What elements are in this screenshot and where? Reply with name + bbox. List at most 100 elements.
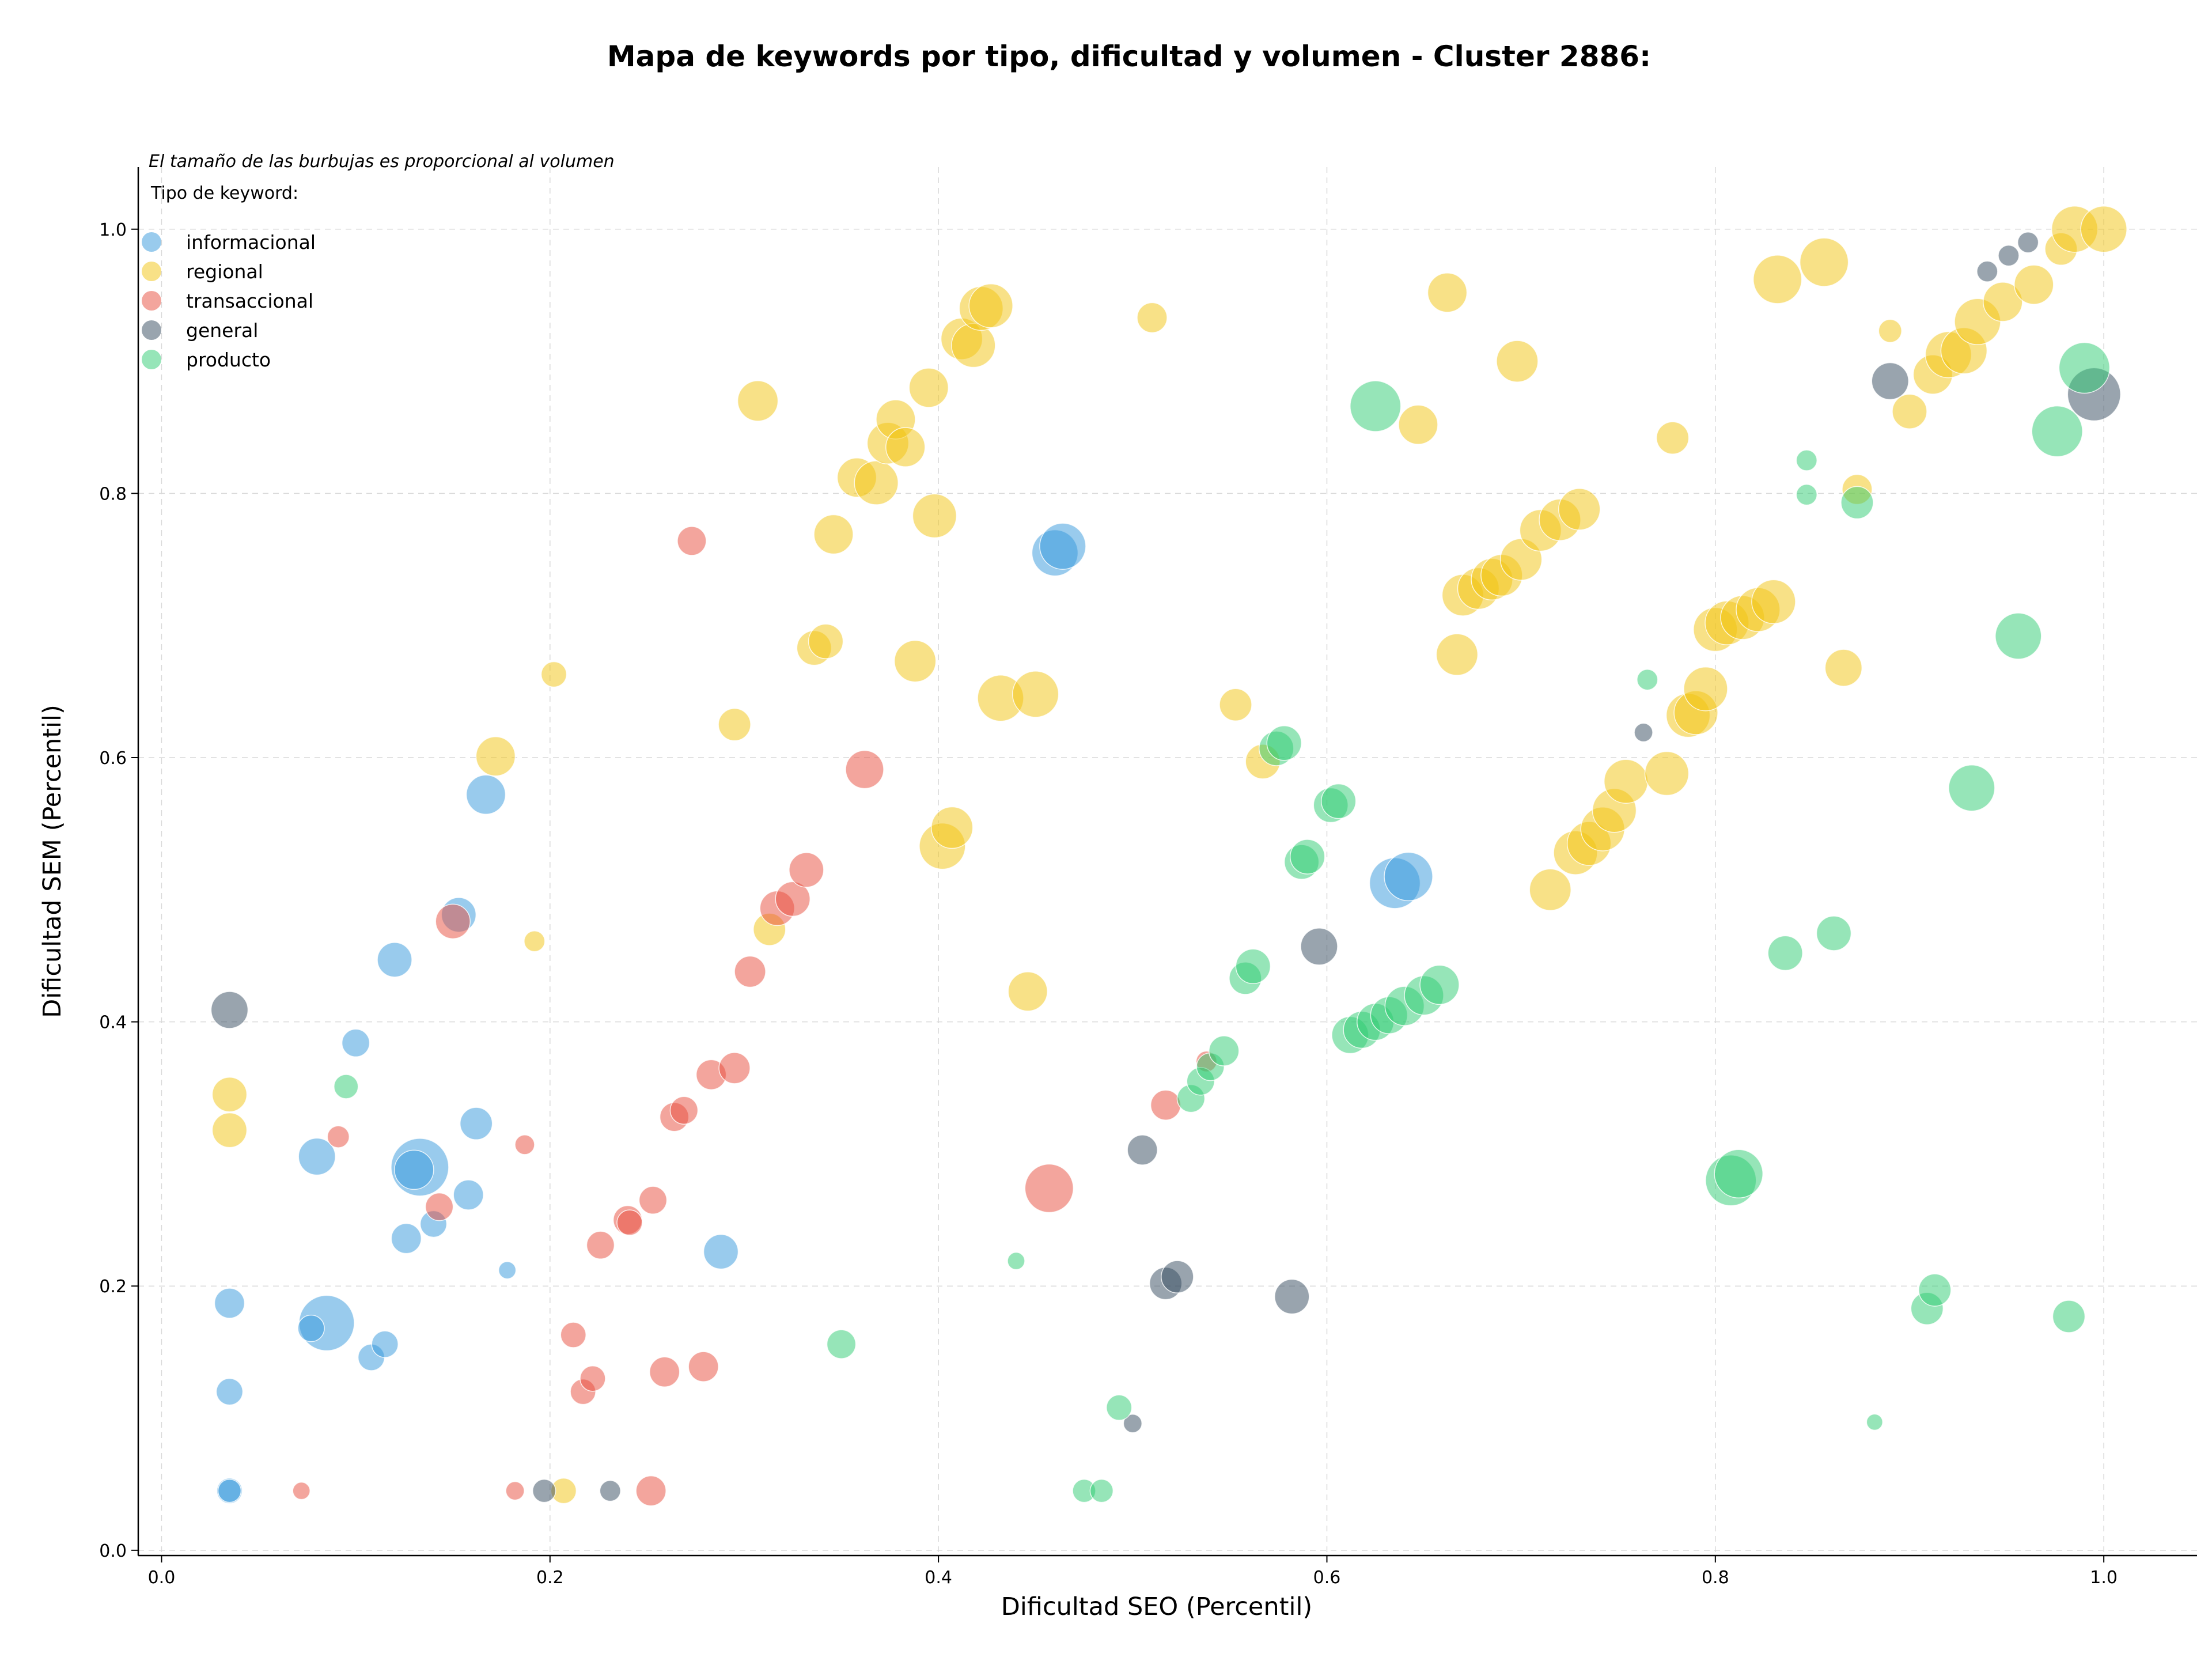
bubble-regional-18 — [912, 493, 957, 539]
bubble-regional-28 — [1007, 971, 1048, 1012]
bubble-producto-30 — [1796, 449, 1818, 471]
bubble-regional-50 — [1644, 751, 1690, 796]
bubble-general-10 — [1871, 362, 1910, 400]
bubble-general-13 — [2017, 231, 2039, 253]
bubble-producto-26 — [1637, 668, 1658, 691]
series-informacional — [214, 523, 1433, 1504]
y-axis-title: Dificultad SEM (Percentil) — [38, 705, 67, 1018]
bubble-transaccional-25 — [845, 750, 884, 789]
x-tick-label-3: 0.6 — [1313, 1568, 1341, 1588]
x-tick-label-4: 0.8 — [1702, 1568, 1729, 1588]
bubble-regional-19 — [893, 640, 937, 683]
bubble-general-7 — [1274, 1278, 1310, 1315]
chart-title: Mapa de keywords por tipo, dificultad y … — [607, 40, 1651, 73]
bubble-producto-5 — [1105, 1394, 1132, 1421]
bubble-transaccional-2 — [635, 1475, 666, 1507]
bubble-informacional-1 — [217, 1478, 242, 1503]
bubble-transaccional-23 — [775, 881, 811, 917]
bubble-producto-31 — [1796, 483, 1818, 506]
bubble-producto-25 — [1350, 380, 1402, 432]
bubble-transaccional-1 — [505, 1481, 525, 1501]
bubble-regional-23 — [951, 323, 996, 368]
axes — [137, 167, 2197, 1557]
bubble-transaccional-24 — [789, 852, 824, 888]
bubble-transaccional-3 — [327, 1125, 350, 1148]
legend-label-regional: regional — [186, 260, 263, 283]
data-points — [210, 206, 2127, 1507]
bubble-transaccional-10 — [586, 1231, 615, 1259]
series-producto — [334, 342, 2111, 1503]
bubble-producto-24 — [1419, 964, 1460, 1005]
bubble-informacional-14 — [459, 1107, 493, 1140]
bubble-producto-28 — [1714, 1149, 1764, 1199]
bubble-informacional-12 — [394, 1149, 434, 1190]
bubble-general-1 — [532, 1478, 556, 1503]
bubble-general-2 — [599, 1480, 622, 1502]
bubble-transaccional-5 — [425, 1192, 454, 1221]
bubble-general-9 — [1634, 722, 1653, 743]
bubble-producto-13 — [1266, 725, 1302, 761]
bubble-transaccional-16 — [669, 1096, 699, 1125]
bubble-regional-74 — [2080, 206, 2127, 253]
bubble-regional-2 — [475, 736, 516, 777]
bubble-regional-17 — [908, 368, 949, 408]
y-tick-label-0: 0.0 — [99, 1541, 127, 1561]
legend-title: Tipo de keyword: — [150, 183, 298, 203]
x-axis-title: Dificultad SEO (Percentil) — [1001, 1592, 1312, 1621]
bubble-regional-51 — [1656, 421, 1690, 455]
bubble-transaccional-4 — [514, 1134, 535, 1155]
bubble-regional-62 — [1824, 649, 1863, 687]
bubble-general-11 — [1976, 260, 1998, 282]
legend-note: El tamaño de las burbujas es proporciona… — [149, 152, 615, 172]
bubble-producto-32 — [1816, 915, 1852, 951]
legend-marker-producto — [142, 350, 161, 369]
bubble-transaccional-26 — [1024, 1163, 1074, 1213]
bubble-regional-71 — [2014, 264, 2054, 305]
bubble-informacional-7 — [371, 1330, 399, 1358]
y-tick-label-5: 1.0 — [99, 220, 127, 240]
bubble-regional-16 — [885, 427, 926, 467]
bubble-regional-4 — [524, 930, 546, 952]
bubble-regional-30 — [1219, 688, 1252, 722]
bubble-regional-29 — [1137, 302, 1168, 334]
bubble-informacional-9 — [391, 1223, 422, 1254]
bubble-informacional-3 — [214, 1288, 245, 1319]
x-tick-label-2: 0.4 — [925, 1568, 952, 1588]
bubble-producto-9 — [1209, 1035, 1240, 1066]
bubble-transaccional-13 — [638, 1186, 668, 1214]
bubble-regional-0 — [211, 1076, 248, 1113]
series-transaccional — [292, 526, 1218, 1507]
legend-marker-general — [142, 320, 161, 340]
bubble-informacional-20 — [703, 1234, 739, 1270]
bubble-producto-39 — [2031, 405, 2083, 457]
bubble-general-3 — [1123, 1413, 1143, 1433]
legend-label-producto: producto — [186, 349, 271, 371]
legend-marker-transaccional — [142, 291, 161, 311]
bubble-transaccional-6 — [435, 903, 471, 940]
legend-label-informacional: informacional — [186, 231, 316, 253]
bubble-transaccional-20 — [718, 1052, 751, 1084]
bubble-regional-65 — [1892, 394, 1927, 429]
bubble-producto-2 — [1007, 1251, 1025, 1270]
bubble-regional-35 — [1435, 633, 1479, 676]
bubble-regional-43 — [1558, 488, 1601, 531]
bubble-general-0 — [210, 991, 249, 1029]
bubble-informacional-24 — [1384, 852, 1433, 902]
bubble-transaccional-21 — [734, 955, 766, 988]
bubble-general-8 — [1300, 928, 1338, 966]
bubble-regional-21 — [930, 806, 974, 849]
bubble-informacional-16 — [341, 1028, 370, 1058]
bubble-informacional-15 — [377, 942, 412, 978]
bubble-regional-44 — [1529, 868, 1571, 911]
bubble-producto-41 — [2058, 342, 2111, 394]
bubble-regional-64 — [1878, 319, 1903, 343]
bubble-regional-49 — [1603, 759, 1649, 804]
bubble-regional-54 — [1683, 667, 1728, 712]
bubble-producto-4 — [1089, 1478, 1114, 1503]
bubble-transaccional-7 — [560, 1322, 587, 1348]
bubble-producto-36 — [1918, 1273, 1952, 1307]
bubble-informacional-19 — [498, 1261, 517, 1280]
bubble-producto-0 — [334, 1074, 359, 1099]
bubble-regional-1 — [211, 1112, 248, 1148]
bubble-regional-33 — [1427, 273, 1468, 313]
